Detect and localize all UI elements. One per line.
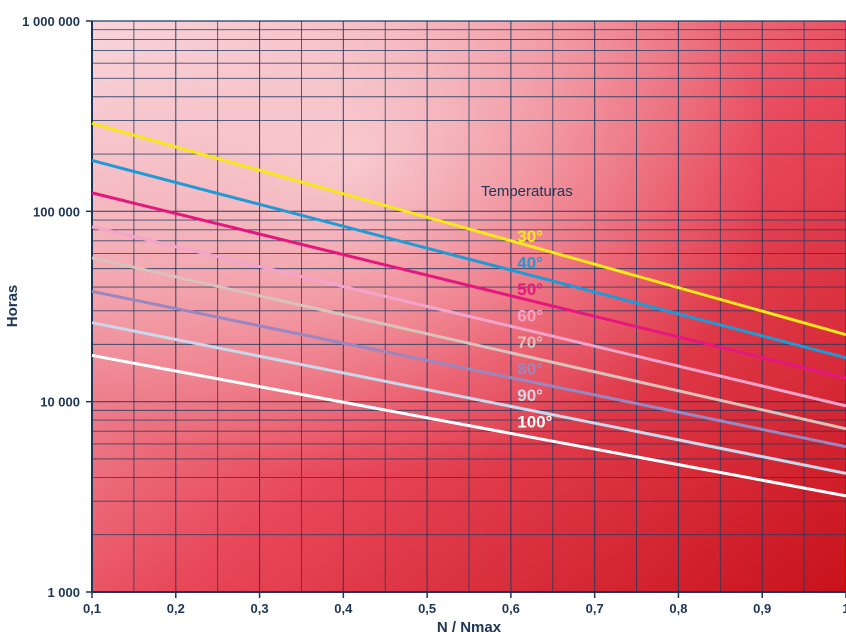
series-label: 100°: [517, 413, 552, 432]
series-line: [91, 159, 846, 360]
x-tick-label: 0,1: [83, 601, 101, 616]
series-line: [91, 321, 846, 475]
y-axis-title: Horas: [4, 285, 21, 328]
x-tick-label: 0,2: [167, 601, 185, 616]
series-line: [91, 353, 846, 498]
series-label: 60°: [517, 307, 543, 326]
series-line: [91, 289, 846, 449]
legend-title: Temperaturas: [481, 183, 573, 200]
y-tick-label: 1 000 000: [22, 14, 80, 29]
series-line: [91, 121, 846, 337]
x-tick-label: 0,4: [334, 601, 353, 616]
y-tick-label: 100 000: [33, 204, 80, 219]
series-label: 90°: [517, 386, 543, 405]
series-label: 50°: [517, 280, 543, 299]
axes: 0,1 0,2 0,3 0,4 0,5 0,6 0,7 0,8 0,9 1 1 000 10 000 1…: [22, 14, 846, 616]
y-tick-label: 10 000: [40, 395, 80, 410]
series-lines: [91, 121, 846, 498]
x-tick-label: 0,8: [669, 601, 687, 616]
x-tick-label: 0,7: [586, 601, 604, 616]
series-label: 30°: [517, 227, 543, 246]
x-tick-label: 0,9: [753, 601, 771, 616]
x-tick-label: 0,5: [418, 601, 436, 616]
x-tick-label: 1: [842, 601, 846, 616]
series-line: [91, 225, 846, 408]
series-line: [91, 256, 846, 431]
series-label: 70°: [517, 333, 543, 352]
x-tick-label: 0,6: [502, 601, 520, 616]
x-tick-label: 0,3: [251, 601, 269, 616]
x-axis-title: N / Nmax: [437, 619, 502, 636]
series-line: [91, 191, 846, 380]
y-tick-label: 1 000: [47, 585, 80, 600]
series-labels: 30° 40° 50° 60° 70° 80° 90° 100°: [517, 227, 552, 432]
series-label: 80°: [517, 360, 543, 379]
series-label: 40°: [517, 254, 543, 273]
